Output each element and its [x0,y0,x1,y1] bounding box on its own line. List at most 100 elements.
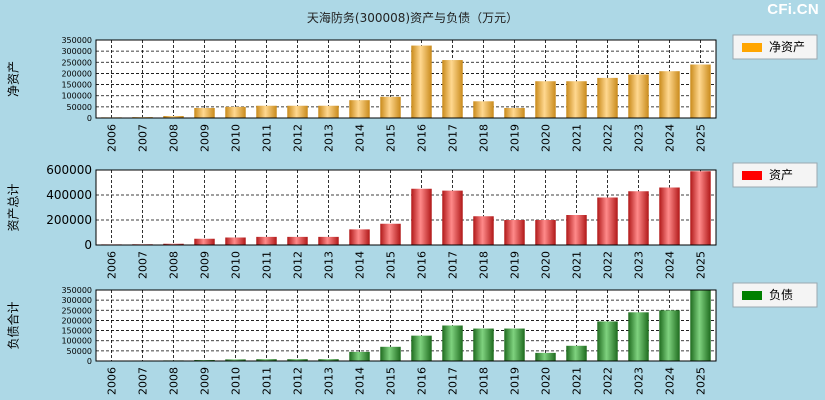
x-tick-label: 2012 [292,124,305,152]
x-tick-label: 2023 [633,367,646,395]
bar-2019 [504,107,525,118]
bar-2010 [225,106,246,118]
x-tick-label: 2021 [571,367,584,395]
bar-2018 [473,101,494,118]
bar-2008 [163,243,184,245]
y-tick-label: 250000 [61,58,92,67]
bar-2020 [535,352,556,361]
y-axis-label: 负债合计 [6,301,21,349]
x-tick-label: 2009 [199,124,212,152]
x-tick-label: 2019 [509,251,522,279]
plot-border [95,39,717,119]
legend-swatch [742,291,762,300]
x-tick-label: 2015 [385,367,398,395]
bar-2014 [349,100,370,118]
bar-2011 [256,359,277,361]
bar-2022 [597,197,618,245]
x-tick-label: 2019 [509,124,522,152]
bar-2017 [442,190,463,245]
y-tick-label: 0 [87,114,92,123]
plot-border [95,289,717,362]
bar-2025 [690,171,711,245]
bar-2013 [318,236,339,245]
x-tick-label: 2015 [385,124,398,152]
x-tick-label: 2008 [168,124,181,152]
x-tick-label: 2016 [416,251,429,279]
bar-2018 [473,216,494,245]
x-tick-label: 2010 [230,367,243,395]
bar-2021 [566,81,587,118]
x-tick-label: 2016 [416,124,429,152]
x-tick-label: 2014 [354,367,367,395]
x-tick-label: 2020 [540,251,553,279]
y-tick-label: 400000 [46,188,92,202]
bar-2014 [349,351,370,361]
y-tick-label: 600000 [46,163,92,177]
y-tick-label: 200000 [61,69,92,78]
x-tick-label: 2018 [478,124,491,152]
bar-2019 [504,220,525,245]
bar-2020 [535,220,556,245]
x-tick-label: 2022 [602,367,615,395]
x-tick-label: 2022 [602,124,615,152]
x-tick-label: 2009 [199,251,212,279]
x-tick-label: 2015 [385,251,398,279]
bar-2024 [659,187,680,245]
bar-2011 [256,105,277,118]
x-tick-label: 2006 [106,251,119,279]
y-tick-label: 200000 [46,213,92,227]
y-tick-label: 100000 [61,337,92,346]
y-tick-label: 150000 [61,327,92,336]
y-tick-label: 350000 [61,286,92,295]
bar-2010 [225,359,246,361]
x-tick-label: 2023 [633,124,646,152]
y-tick-label: 300000 [61,296,92,305]
x-tick-label: 2012 [292,251,305,279]
x-tick-label: 2014 [354,124,367,152]
bar-2009 [194,359,215,361]
x-tick-label: 2024 [664,367,677,395]
x-tick-label: 2007 [137,124,150,152]
bar-2012 [287,105,308,118]
y-axis-label: 净资产 [7,61,21,97]
bar-2017 [442,60,463,118]
bar-2022 [597,77,618,118]
x-tick-label: 2023 [633,251,646,279]
bar-2011 [256,236,277,245]
y-tick-label: 300000 [61,47,92,56]
bar-2020 [535,81,556,118]
x-tick-label: 2011 [261,251,274,279]
y-tick-label: 50000 [67,103,92,112]
plot-area [96,170,716,245]
legend-label: 净资产 [769,40,805,54]
x-tick-label: 2017 [447,124,460,152]
y-tick-label: 150000 [61,81,92,90]
bar-2014 [349,229,370,245]
x-tick-label: 2013 [323,124,336,152]
x-tick-label: 2014 [354,251,367,279]
bar-2024 [659,310,680,361]
bar-2019 [504,328,525,361]
plot-border [95,169,717,246]
x-tick-label: 2020 [540,367,553,395]
x-tick-label: 2025 [695,251,708,279]
bar-2021 [566,215,587,245]
bar-2012 [287,359,308,361]
x-tick-label: 2011 [261,367,274,395]
y-tick-label: 350000 [61,36,92,45]
x-tick-label: 2024 [664,124,677,152]
legend-label: 负债 [769,288,793,302]
bar-2016 [411,188,432,245]
x-tick-label: 2009 [199,367,212,395]
x-tick-label: 2019 [509,367,522,395]
legend-label: 资产 [769,168,793,182]
bar-2017 [442,325,463,361]
bar-2009 [194,238,215,245]
x-tick-label: 2025 [695,124,708,152]
bar-2025 [690,64,711,118]
x-tick-label: 2017 [447,251,460,279]
bar-2022 [597,321,618,361]
x-tick-label: 2016 [416,367,429,395]
chart-panel-1: 0 50000 100000 150000 200000 250000 300000 3500… [7,34,818,152]
